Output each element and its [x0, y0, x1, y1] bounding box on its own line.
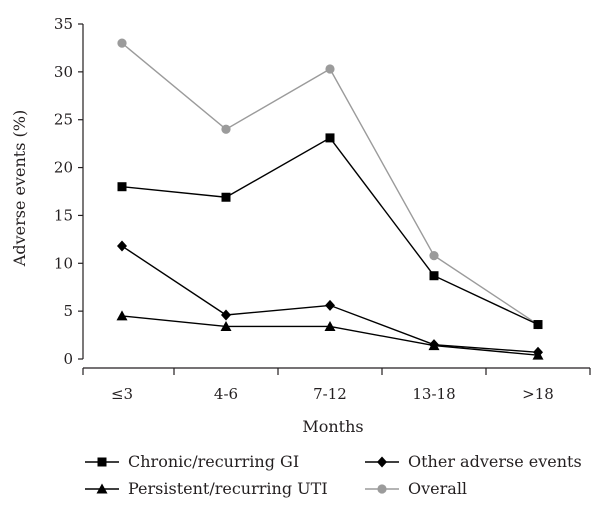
data-point — [221, 309, 231, 321]
legend-label: Persistent/recurring UTI — [128, 479, 328, 498]
data-point — [533, 346, 543, 358]
data-point — [325, 133, 335, 143]
legend-item: Chronic/recurring GI — [85, 452, 299, 471]
series-triangle — [116, 310, 544, 360]
y-axis-title: Adverse events (%) — [10, 110, 29, 267]
data-point — [221, 192, 231, 202]
series-line — [121, 245, 539, 353]
data-point — [324, 320, 336, 331]
data-point — [117, 38, 127, 48]
data-point — [117, 240, 127, 252]
x-tick-label: 13-18 — [412, 385, 455, 403]
y-tick-label: 30 — [54, 63, 73, 81]
series-diamond — [117, 240, 543, 358]
legend-label: Chronic/recurring GI — [128, 452, 299, 471]
data-point — [116, 310, 128, 321]
x-tick-label: 7-12 — [313, 385, 347, 403]
legend-marker — [97, 457, 107, 467]
legend-label: Other adverse events — [408, 452, 582, 471]
data-point — [429, 251, 439, 261]
series-square — [117, 133, 543, 330]
legend-marker — [96, 483, 108, 494]
y-tick-label: 0 — [63, 350, 73, 368]
plot-area: 0 5 10 15 20 25 30 35 ≤3 4-6 7-12 13-18 >18 — [54, 15, 591, 403]
legend-item: Persistent/recurring UTI — [85, 479, 328, 498]
legend-item: Overall — [365, 479, 467, 498]
data-point — [429, 339, 439, 351]
data-point — [533, 320, 543, 330]
y-tick-label: 15 — [54, 206, 73, 224]
data-point — [220, 320, 232, 331]
legend-marker — [377, 456, 387, 468]
y-tick-label: 20 — [54, 159, 73, 177]
data-point — [429, 271, 439, 281]
data-point — [221, 124, 231, 134]
legend-marker — [377, 484, 387, 494]
legend-item: Other adverse events — [365, 452, 582, 471]
y-tick-label: 35 — [54, 15, 73, 33]
y-tick-label: 5 — [63, 302, 73, 320]
legend-label: Overall — [408, 479, 467, 498]
data-point — [117, 182, 127, 192]
x-axis-title: Months — [302, 417, 363, 436]
legend: Chronic/recurring GI Persistent/recurring… — [85, 452, 582, 498]
series-line — [121, 42, 539, 326]
y-tick-label: 10 — [54, 254, 73, 272]
x-tick-label: ≤3 — [111, 385, 133, 403]
data-point — [325, 64, 335, 74]
x-tick-label: >18 — [522, 385, 554, 403]
x-tick-label: 4-6 — [214, 385, 238, 403]
series-line — [121, 136, 539, 326]
data-point — [325, 299, 335, 311]
y-tick-label: 25 — [54, 111, 73, 129]
